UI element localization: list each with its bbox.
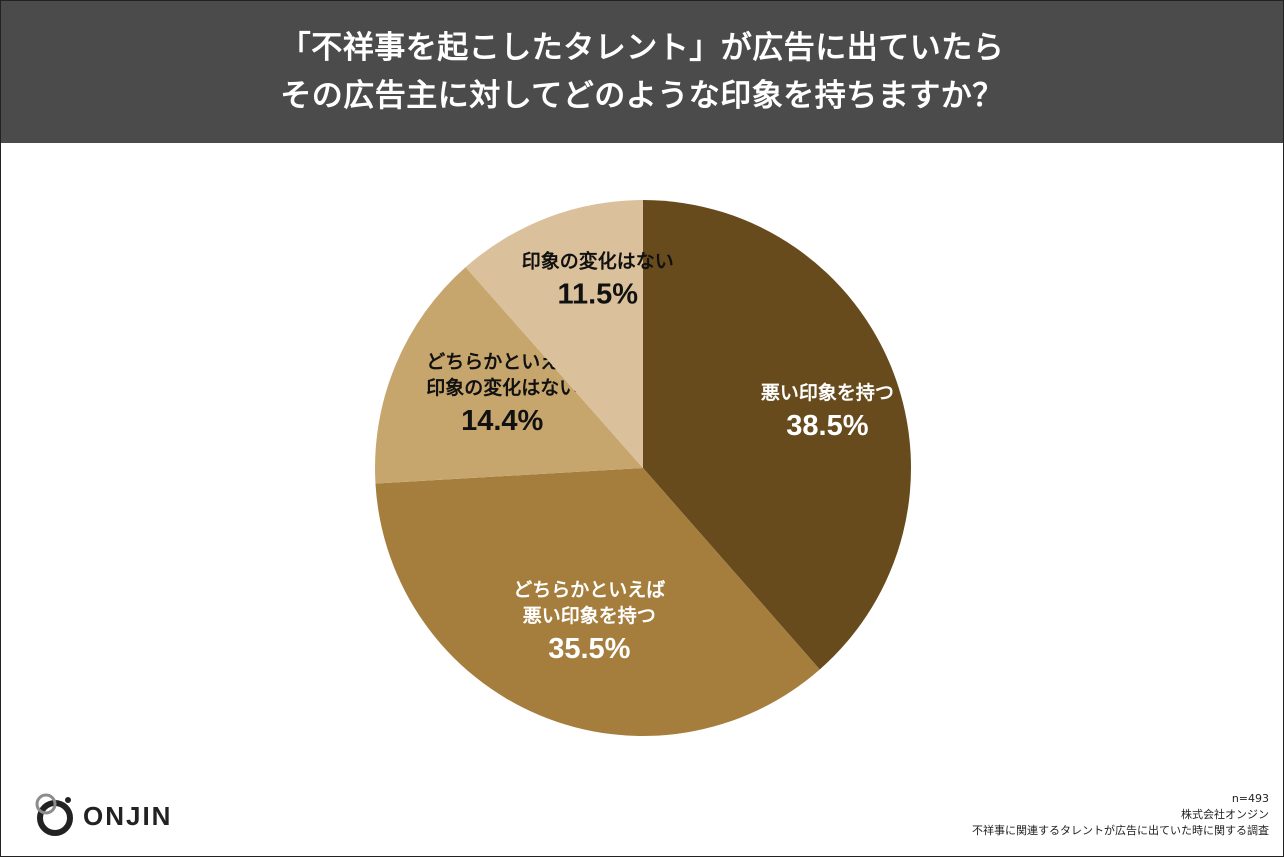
onjin-logo-mark [35, 793, 73, 836]
slice-category-label: 悪い印象を持つ [761, 381, 894, 404]
pie-slice-1 [643, 200, 911, 670]
slice-category-label: どちらかといえば [513, 579, 665, 601]
pie-slice-3 [375, 267, 643, 484]
slice-category-label: 印象の変化はない [522, 249, 674, 272]
slice-value-label: 35.5% [548, 633, 630, 665]
sample-size: n=493 [1231, 792, 1269, 805]
slice-value-label: 14.4% [461, 405, 543, 437]
slice-category-label: どちらかといえば [426, 351, 578, 373]
slice-value-label: 11.5% [557, 278, 638, 310]
footer-credits: n=493 株式会社オンジン 不祥事に関連するタレントが広告に出ていた時に関する… [972, 791, 1269, 839]
onjin-logo: ONJIN [31, 791, 231, 841]
logo-wordmark: ONJIN [83, 801, 173, 831]
pie-slice-4 [465, 200, 643, 468]
title-line-2: その広告主に対してどのような印象を持ちますか？ [280, 78, 1004, 114]
pie-slice-2 [375, 468, 820, 736]
survey-name: 不祥事に関連するタレントが広告に出ていた時に関する調査 [972, 824, 1269, 837]
title-line-1: 「不祥事を起こしたタレント」が広告に出ていたら [279, 30, 1005, 66]
slice-category-label: 印象の変化はない [426, 376, 578, 399]
pie-chart: 悪い印象を持つ38.5%どちらかといえば悪い印象を持つ35.5%どちらかといえば… [375, 200, 911, 736]
company-name: 株式会社オンジン [1181, 808, 1269, 821]
slice-label-1: 悪い印象を持つ 38.5% [761, 381, 894, 442]
slice-category-label: 悪い印象を持つ [523, 604, 656, 627]
slice-value-label: 38.5% [786, 410, 868, 442]
slice-label-4: 印象の変化はない 11.5% [522, 249, 674, 310]
title-banner: 「不祥事を起こしたタレント」が広告に出ていたら その広告主に対してどのような印象… [1, 1, 1283, 143]
